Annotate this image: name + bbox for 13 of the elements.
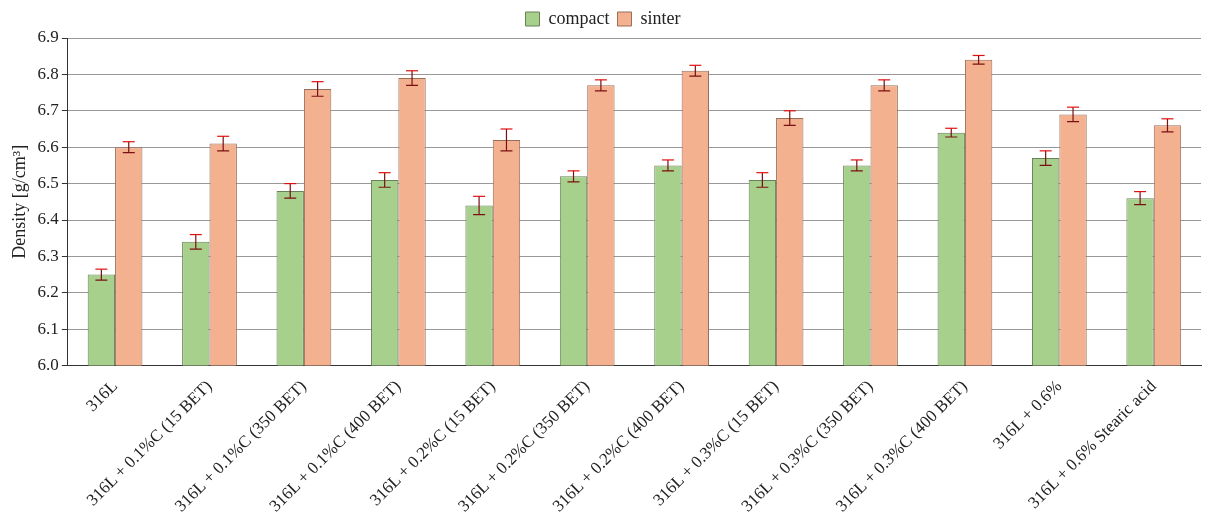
y-tick-label: 6.3 bbox=[37, 245, 59, 265]
y-tick-label: 6.8 bbox=[37, 63, 59, 83]
legend-label: compact bbox=[548, 7, 610, 28]
y-tick-label: 6.6 bbox=[37, 136, 59, 156]
y-tick-label: 6.1 bbox=[37, 318, 59, 338]
y-tick-label: 6.2 bbox=[37, 282, 59, 302]
y-tick-label: 6.5 bbox=[37, 173, 59, 193]
legend-label: sinter bbox=[640, 7, 681, 28]
y-tick-label: 6.0 bbox=[37, 355, 59, 375]
y-tick-label: 6.4 bbox=[37, 209, 60, 229]
y-tick-label: 6.9 bbox=[37, 27, 59, 47]
y-axis-title: Density [g/cm³] bbox=[8, 144, 29, 259]
y-tick-label: 6.7 bbox=[37, 100, 60, 120]
